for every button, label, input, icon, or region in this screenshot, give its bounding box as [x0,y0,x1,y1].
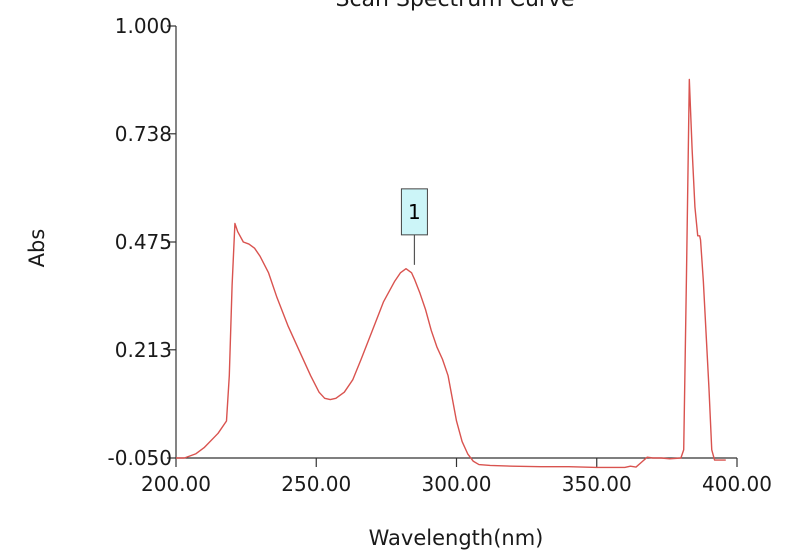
x-tick-label: 300.00 [422,472,492,496]
x-tick-label: 350.00 [562,472,632,496]
annotations-layer: 1 [400,188,428,265]
spectrum-line [176,78,726,469]
peak-marker-label: 1 [408,200,421,224]
y-tick-label: 1.000 [115,14,172,38]
y-axis-title: Abs [25,229,49,268]
y-tick-label: 0.475 [115,230,172,254]
x-tick-label: 250.00 [281,472,351,496]
y-tick-label: -0.050 [108,446,172,470]
tick-marks: 200.00 250.00 300.00 350.00 400.00 -0.050 0.21… [108,14,772,496]
y-tick-label: 0.213 [115,338,172,362]
axes [175,26,737,459]
x-tick-label: 400.00 [702,472,772,496]
chart-title: Scan Spectrum Curve [336,0,575,12]
x-axis-title: Wavelength(nm) [369,526,544,550]
series-layer [176,78,726,469]
peak-marker: 1 [400,188,428,265]
x-tick-label: 200.00 [141,472,211,496]
peak-marker-box [400,188,428,236]
y-tick-label: 0.738 [115,122,172,146]
